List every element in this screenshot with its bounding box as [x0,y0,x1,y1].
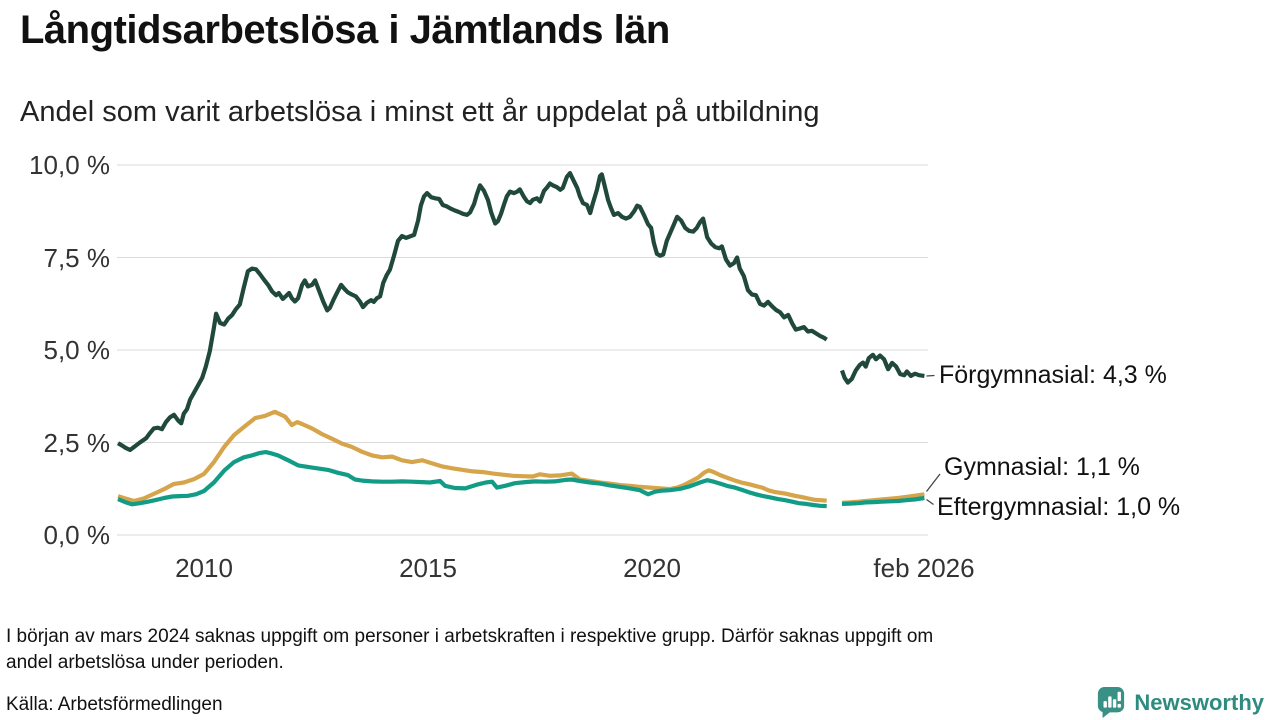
series-path-förgymnasial [840,352,925,385]
label-leader-line [925,473,941,492]
series-path-förgymnasial [116,171,828,452]
x-tick-label: 2020 [623,553,681,583]
label-leader-line [926,498,934,506]
y-tick-label: 5,0 % [43,335,111,365]
y-tick-label: 0,0 % [43,520,111,550]
footnote-line: I början av mars 2024 saknas uppgift om … [6,626,934,647]
series-end-label-eftergymnasial: Eftergymnasial: 1,0 % [937,493,1181,521]
newsworthy-icon [1098,687,1125,718]
series-end-label-gymnasial: Gymnasial: 1,1 % [944,453,1140,481]
series-end-label-förgymnasial: Förgymnasial: 4,3 % [939,361,1167,389]
series-path-gymnasial [117,409,827,504]
y-tick-label: 10,0 % [29,150,110,180]
x-tick-label: 2010 [175,553,233,583]
series-path-eftergymnasial [117,450,827,509]
source-note: Källa: Arbetsförmedlingen [6,694,223,715]
x-tick-label: 2015 [399,553,457,583]
y-tick-label: 7,5 % [43,242,111,273]
label-leader-line [926,374,935,377]
newsworthy-logo: Newsworthy [1096,686,1264,719]
chart-subtitle: Andel som varit arbetslösa i minst ett å… [20,96,820,128]
x-tick-label: feb 2026 [873,553,975,583]
series-path-eftergymnasial [841,495,925,506]
newsworthy-wordmark: Newsworthy [1134,689,1264,715]
y-tick-label: 2,5 % [43,427,111,458]
chart-title: Långtidsarbetslösa i Jämtlands län [20,8,670,52]
footnote-line: andel arbetslösa under perioden. [6,652,284,673]
